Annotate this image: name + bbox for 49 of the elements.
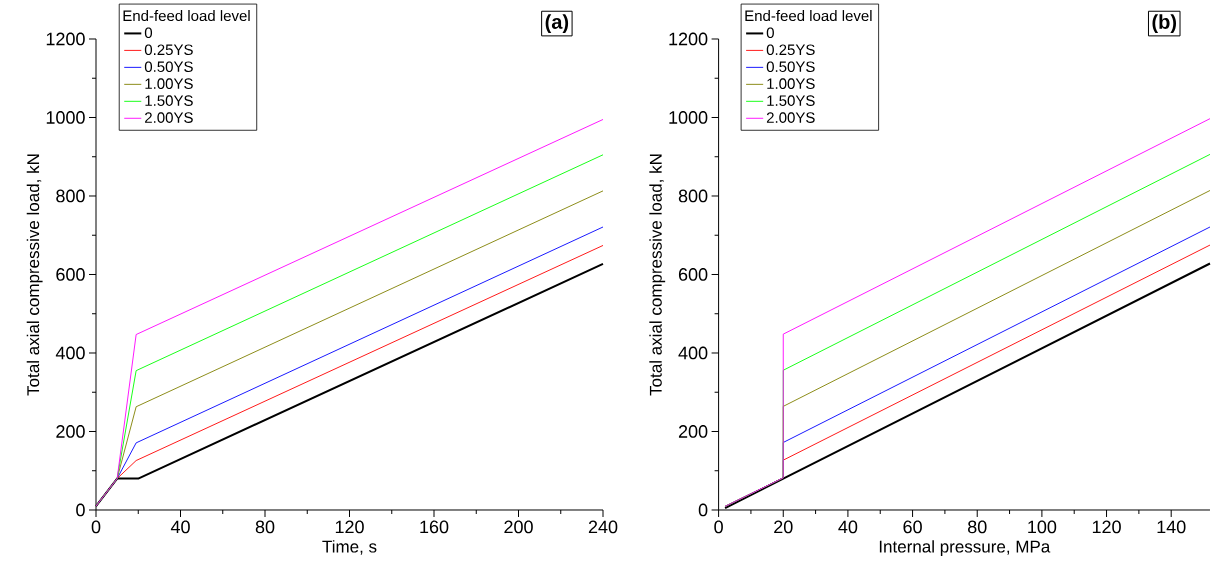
- y-tick-label: 200: [56, 425, 85, 438]
- legend-label: 1.00YS: [767, 78, 815, 89]
- legend-label: 1.50YS: [767, 95, 815, 106]
- x-tick-label: 0: [714, 520, 723, 534]
- x-axis-title: Time, s: [322, 540, 377, 555]
- y-tick-label: 0: [698, 503, 708, 517]
- legend-label: 0.25YS: [766, 44, 815, 56]
- x-axis-title: Internal pressure, MPa: [879, 540, 1051, 556]
- x-tick-label: 100: [1028, 520, 1057, 534]
- legend-label: 1.50YS: [145, 95, 193, 106]
- y-tick-label: 200: [678, 425, 708, 438]
- text: (a): [545, 14, 569, 33]
- y-tick-label: 400: [55, 346, 85, 360]
- legend-title: End-feed load level: [123, 10, 250, 22]
- y-tick-label: 0: [76, 503, 85, 517]
- y-tick-label: 800: [56, 189, 85, 203]
- x-tick-label: 40: [838, 520, 858, 534]
- text: (b): [1152, 14, 1177, 33]
- legend-label: 1.00YS: [145, 78, 193, 89]
- legend-title: End-feed load level: [745, 10, 872, 22]
- x-tick-label: 80: [968, 520, 987, 534]
- x-tick-label: 240: [588, 520, 618, 534]
- y-axis-title: Total axial compressive load, kN: [649, 154, 666, 396]
- x-tick-label: 80: [255, 520, 275, 534]
- legend-label: 0.50YS: [766, 61, 815, 72]
- legend-label: 0.25YS: [144, 44, 193, 56]
- y-axis-title: Total axial compressive load, kN: [26, 154, 43, 396]
- x-tick-label: 200: [504, 520, 533, 534]
- y-tick-label: 400: [678, 346, 708, 360]
- y-tick-label: 1200: [669, 32, 708, 46]
- x-tick-label: 60: [903, 520, 922, 534]
- legend-label: 0: [144, 27, 153, 39]
- x-tick-label: 40: [170, 520, 190, 534]
- legend-label: 0.50YS: [144, 61, 193, 72]
- x-tick-label: 160: [420, 520, 449, 534]
- x-tick-label: 140: [1157, 520, 1186, 534]
- y-tick-label: 1000: [669, 111, 708, 124]
- y-tick-label: 1000: [46, 111, 85, 124]
- y-tick-label: 800: [678, 189, 708, 203]
- x-tick-label: 20: [774, 520, 793, 534]
- y-tick-label: 1200: [46, 32, 85, 46]
- x-tick-label: 120: [1092, 520, 1121, 534]
- legend-label: 0: [766, 27, 774, 39]
- legend-label: 2.00YS: [766, 112, 815, 123]
- y-tick-label: 600: [678, 268, 708, 281]
- x-tick-label: 120: [335, 520, 364, 534]
- legend-label: 2.00YS: [145, 112, 193, 123]
- x-tick-label: 0: [91, 520, 101, 534]
- y-tick-label: 600: [56, 268, 85, 281]
